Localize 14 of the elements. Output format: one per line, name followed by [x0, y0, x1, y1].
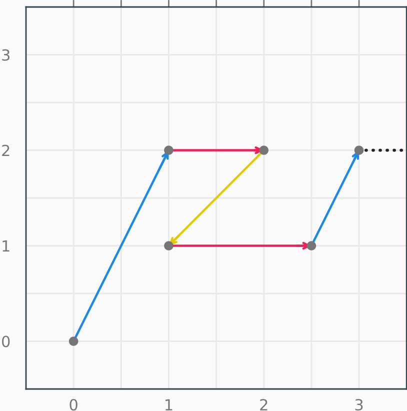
- point: [259, 146, 269, 155]
- x-tick-label: 2: [260, 398, 268, 410]
- y-tick-label: 0: [2, 336, 10, 348]
- point: [164, 241, 174, 250]
- point: [164, 146, 174, 155]
- x-tick-label: 1: [166, 399, 172, 410]
- y-tick-label: 3: [2, 49, 10, 61]
- y-tick-label: 1: [2, 240, 10, 252]
- point: [306, 241, 316, 250]
- y-tick-label: 2: [2, 144, 10, 156]
- x-tick-label: 0: [70, 398, 78, 411]
- x-tick-label: 3: [355, 398, 363, 411]
- point: [354, 146, 364, 155]
- point: [68, 336, 78, 346]
